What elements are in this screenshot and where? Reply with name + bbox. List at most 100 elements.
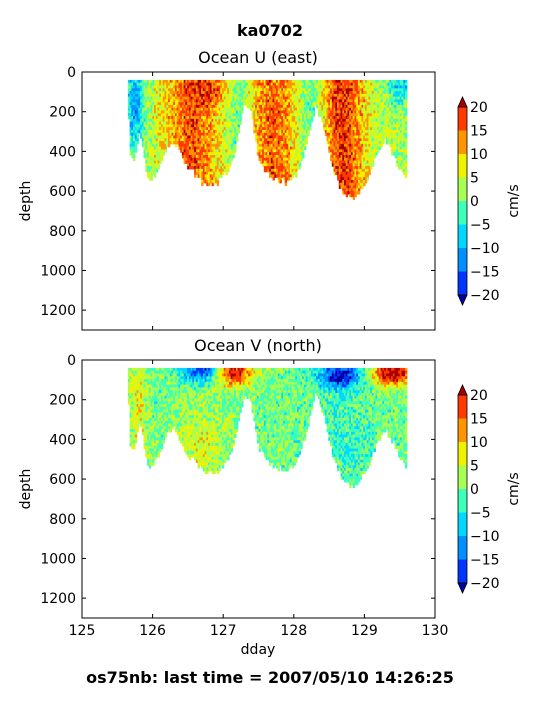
heatmap-cell	[143, 93, 146, 98]
heatmap-cell	[161, 124, 164, 128]
heatmap-cell	[305, 118, 309, 123]
heatmap-cell	[302, 110, 305, 114]
colorbar-segment	[458, 130, 467, 155]
heatmap-cell	[356, 191, 359, 195]
heatmap-cell	[366, 138, 370, 142]
heatmap-cell	[324, 79, 328, 84]
heatmap-cell	[357, 99, 361, 103]
heatmap-cell	[354, 193, 357, 198]
heatmap-cell	[312, 85, 315, 89]
heatmap-cell	[342, 191, 345, 195]
heatmap-cell	[199, 152, 202, 156]
heatmap-cell	[190, 166, 193, 170]
heatmap-cell	[197, 102, 200, 106]
heatmap-cell	[377, 146, 380, 150]
heatmap-cell	[377, 113, 380, 117]
heatmap-cell	[392, 129, 396, 134]
heatmap-cell	[291, 129, 295, 134]
heatmap-cell	[208, 168, 211, 173]
heatmap-cell	[380, 127, 383, 131]
heatmap-cell	[370, 166, 373, 170]
heatmap-cell	[222, 138, 225, 142]
heatmap-cell	[239, 82, 242, 87]
heatmap-cell	[385, 121, 389, 125]
heatmap-cell	[354, 129, 357, 134]
heatmap-cell	[262, 102, 265, 106]
heatmap-cell	[368, 166, 371, 170]
heatmap-cell	[392, 124, 396, 128]
heatmap-cell	[141, 398, 145, 402]
heatmap-cell	[272, 135, 275, 139]
heatmap-cell	[143, 146, 146, 150]
heatmap-cell	[183, 91, 186, 95]
heatmap-cell	[129, 381, 132, 386]
heatmap-cell	[199, 154, 202, 159]
heatmap-cell	[258, 118, 261, 123]
heatmap-cell	[307, 85, 310, 89]
heatmap-cell	[187, 143, 190, 148]
heatmap-cell	[225, 157, 228, 162]
heatmap-cell	[296, 154, 300, 159]
heatmap-cell	[227, 91, 230, 95]
heatmap-cell	[279, 93, 282, 98]
heatmap-cell	[223, 157, 227, 162]
heatmap-cell	[260, 149, 263, 153]
heatmap-cell	[188, 79, 192, 84]
heatmap-cell	[157, 85, 160, 89]
heatmap-cell	[225, 99, 228, 103]
heatmap-cell	[305, 82, 309, 87]
heatmap-cell	[391, 138, 394, 142]
heatmap-cell	[298, 79, 302, 84]
heatmap-cell	[394, 154, 397, 159]
heatmap-cell	[328, 127, 331, 131]
heatmap-cell	[405, 132, 408, 137]
heatmap-cell	[227, 163, 230, 167]
heatmap-cell	[267, 113, 270, 117]
heatmap-cell	[129, 398, 132, 402]
heatmap-cell	[354, 152, 357, 156]
heatmap-cell	[255, 132, 258, 137]
heatmap-cell	[192, 102, 195, 106]
heatmap-cell	[232, 91, 235, 95]
heatmap-cell	[220, 157, 223, 162]
heatmap-cell	[131, 420, 134, 425]
heatmap-cell	[293, 127, 296, 131]
heatmap-cell	[215, 124, 218, 128]
heatmap-cell	[256, 88, 260, 92]
heatmap-cell	[202, 116, 206, 120]
heatmap-cell	[267, 149, 270, 153]
heatmap-cell	[371, 135, 375, 139]
heatmap-cell	[359, 182, 363, 187]
heatmap-cell	[396, 107, 399, 112]
heatmap-cell	[384, 132, 387, 137]
heatmap-cell	[396, 154, 399, 159]
heatmap-cell	[161, 91, 164, 95]
heatmap-cell	[307, 96, 310, 100]
heatmap-cell	[399, 143, 403, 148]
heatmap-cell	[176, 107, 180, 112]
heatmap-cell	[133, 154, 136, 159]
heatmap-cell	[230, 102, 234, 106]
heatmap-cell	[350, 91, 354, 95]
heatmap-cell	[375, 152, 378, 156]
heatmap-cell	[370, 104, 373, 109]
heatmap-cell	[263, 96, 267, 100]
heatmap-cell	[270, 135, 274, 139]
heatmap-cell	[263, 132, 267, 137]
heatmap-cell	[333, 127, 336, 131]
heatmap-cell	[134, 426, 138, 430]
heatmap-cell	[232, 149, 235, 153]
heatmap-cell	[218, 118, 221, 123]
heatmap-cell	[375, 107, 378, 112]
heatmap-cell	[344, 166, 347, 170]
heatmap-cell	[152, 135, 155, 139]
heatmap-cell	[295, 110, 298, 114]
heatmap-cell	[357, 141, 361, 145]
heatmap-cell	[338, 141, 342, 145]
heatmap-cell	[331, 96, 335, 100]
heatmap-cell	[211, 182, 214, 187]
heatmap-cell	[368, 163, 371, 167]
heatmap-cell	[192, 116, 195, 120]
heatmap-cell	[178, 118, 181, 123]
heatmap-cell	[300, 93, 303, 98]
